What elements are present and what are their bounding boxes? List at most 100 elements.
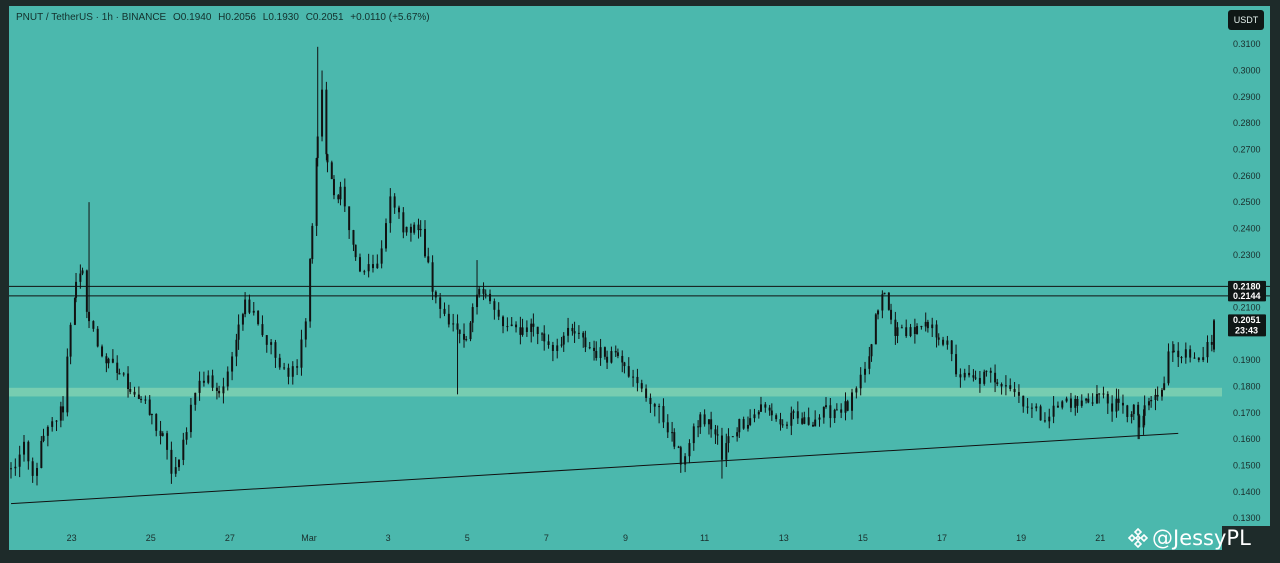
- candle-body: [950, 340, 953, 355]
- candle-body: [1121, 402, 1124, 406]
- candle-body: [452, 323, 455, 325]
- candle-body: [770, 410, 773, 416]
- candle-body: [270, 342, 273, 345]
- candle-body: [909, 327, 912, 337]
- price-tick-label: 0.2400: [1233, 223, 1261, 233]
- candle-body: [31, 461, 34, 476]
- candle-body: [133, 391, 136, 395]
- price-tick-label: 0.2900: [1233, 92, 1261, 102]
- price-tick-label: 0.3000: [1233, 66, 1261, 76]
- candle-body: [316, 136, 319, 159]
- candle-body: [1069, 398, 1072, 408]
- time-tick-label: 27: [225, 533, 235, 543]
- candle-body: [248, 299, 251, 313]
- candle-body: [955, 354, 958, 375]
- candle-body: [731, 436, 734, 438]
- candle-body: [768, 407, 771, 411]
- candle-body: [946, 340, 949, 345]
- candle-body: [159, 430, 162, 436]
- candle-body: [775, 415, 778, 420]
- candle-body: [627, 366, 630, 377]
- currency-button[interactable]: USDT: [1228, 10, 1264, 30]
- candle-body: [1184, 349, 1187, 358]
- candle-body: [560, 344, 563, 346]
- legend-symbol: PNUT / TetherUS · 1h · BINANCE: [16, 12, 167, 23]
- candle-body: [194, 392, 197, 405]
- candle-body: [599, 347, 602, 358]
- candle-body: [567, 327, 570, 336]
- candle-body: [274, 342, 277, 358]
- legend-close: C0.2051: [305, 12, 344, 23]
- candle-body: [759, 404, 762, 412]
- candle-body: [1172, 350, 1175, 352]
- candle-body: [321, 89, 324, 137]
- candle-body: [1210, 342, 1213, 345]
- candle-body: [252, 310, 255, 313]
- candle-body: [1061, 401, 1064, 408]
- price-label-countdown: 23:43: [1235, 325, 1258, 335]
- price-tick-label: 0.2300: [1233, 250, 1261, 260]
- candle-body: [137, 394, 140, 399]
- candle-body: [226, 371, 229, 387]
- candle-body: [1030, 407, 1033, 409]
- candle-body: [814, 419, 817, 427]
- price-axis-background[interactable]: [1222, 6, 1270, 526]
- candle-body: [803, 417, 806, 424]
- candle-body: [905, 327, 908, 337]
- candle-body: [543, 333, 546, 342]
- candle-body: [55, 420, 58, 422]
- time-axis-background[interactable]: [9, 526, 1222, 550]
- candle-body: [380, 248, 383, 264]
- candle-body: [166, 433, 169, 450]
- price-axis-ticks: 0.3100 0.3000 0.2900 0.2800 0.2700 0.2600 0.25…: [1233, 39, 1261, 523]
- candle-body: [244, 299, 247, 315]
- candle-body: [207, 375, 210, 383]
- candle-body: [463, 333, 466, 340]
- candle-body: [1167, 351, 1170, 384]
- candle-body: [177, 459, 180, 468]
- candle-body: [443, 308, 446, 314]
- candle-body: [88, 311, 91, 322]
- candle-body: [185, 432, 188, 440]
- candle-body: [519, 327, 522, 335]
- candle-body: [749, 418, 752, 425]
- price-label-text: 0.2051: [1233, 315, 1261, 325]
- trendline[interactable]: [10, 432, 1179, 505]
- candle-body: [66, 356, 69, 413]
- candle-body: [781, 424, 784, 426]
- candle-body: [427, 256, 430, 263]
- time-tick-label: 17: [937, 533, 947, 543]
- candle-body: [571, 327, 574, 332]
- time-tick-label: 23: [67, 533, 77, 543]
- candle-body: [506, 326, 509, 328]
- candle-body: [673, 432, 676, 447]
- time-tick-label: 7: [544, 533, 549, 543]
- time-tick-label: 3: [386, 533, 391, 543]
- candle-body: [1142, 415, 1145, 428]
- chart-legend: PNUT / TetherUS · 1h · BINANCE O0.1940 H…: [16, 12, 434, 23]
- candle-body: [725, 443, 728, 460]
- candle-body: [1132, 404, 1135, 415]
- legend-open: O0.1940: [173, 12, 212, 23]
- candle-body: [1117, 398, 1120, 403]
- candle-body: [1091, 402, 1094, 404]
- candle-body: [1115, 398, 1118, 412]
- candle-body: [1102, 393, 1105, 395]
- candle-body: [742, 419, 745, 429]
- time-tick-label: Mar: [301, 533, 317, 543]
- candle-body: [926, 321, 929, 329]
- candle-body: [144, 399, 147, 401]
- candle-body: [85, 270, 88, 312]
- candle-body: [1095, 394, 1098, 404]
- candle-body: [397, 207, 400, 213]
- candle-body: [1056, 405, 1059, 408]
- candle-body: [1137, 404, 1140, 416]
- candle-body: [972, 375, 975, 378]
- candle-body: [40, 440, 43, 468]
- candle-body: [785, 424, 788, 426]
- candle-body: [935, 324, 938, 338]
- candle-body: [363, 271, 366, 273]
- candle-body: [584, 337, 587, 348]
